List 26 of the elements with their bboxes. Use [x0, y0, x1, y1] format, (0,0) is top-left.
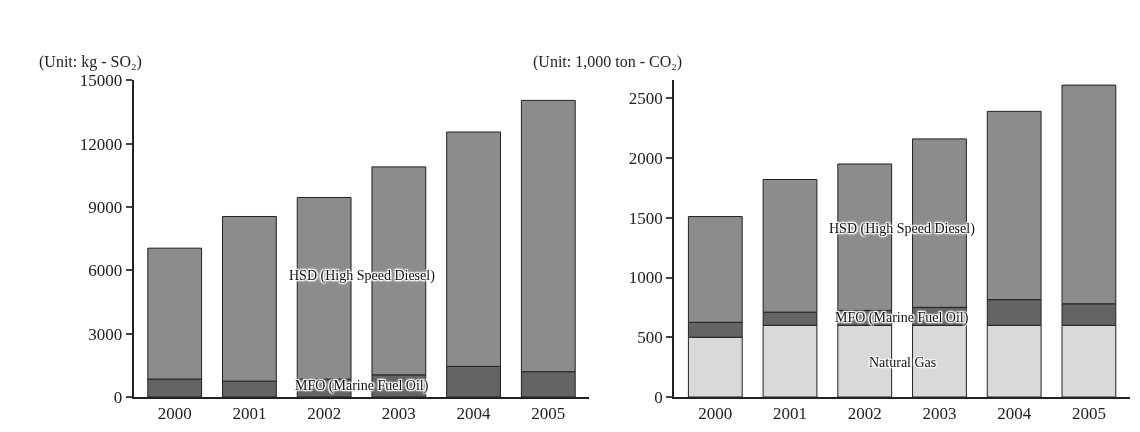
y-tick-label: 2500: [628, 89, 663, 109]
y-tick-label: 3000: [88, 324, 123, 344]
y-tick-label: 0: [113, 387, 123, 407]
y-tick-label: 0: [654, 387, 663, 407]
x-tick-label: 2005: [531, 404, 566, 424]
x-tick-label: 2004: [997, 404, 1032, 424]
x-tick-label: 2000: [157, 404, 192, 424]
y-tick-label: 1500: [628, 208, 663, 228]
y-tick-label: 500: [637, 328, 663, 348]
y-tick-label: 15000: [79, 71, 123, 91]
x-tick-label: 2003: [922, 404, 957, 424]
y-tick-label: 9000: [88, 197, 123, 217]
x-tick-label: 2002: [307, 404, 342, 424]
x-tick-label: 2000: [698, 404, 733, 424]
y-tick-label: 1000: [628, 268, 663, 288]
x-tick-label: 2002: [847, 404, 882, 424]
y-tick-label: 2000: [628, 148, 663, 168]
y-axis-title: (Unit: 1,000 ton - CO₂): [533, 53, 683, 71]
y-axis-title: (Unit: kg - SO₂): [39, 53, 142, 71]
y-tick-label: 12000: [79, 134, 123, 154]
x-tick-label: 2001: [773, 404, 808, 424]
x-tick-label: 2003: [381, 404, 416, 424]
y-tick-label: 6000: [88, 261, 123, 281]
x-tick-label: 2001: [232, 404, 267, 424]
x-tick-label: 2005: [1071, 404, 1106, 424]
x-tick-label: 2004: [456, 404, 492, 424]
